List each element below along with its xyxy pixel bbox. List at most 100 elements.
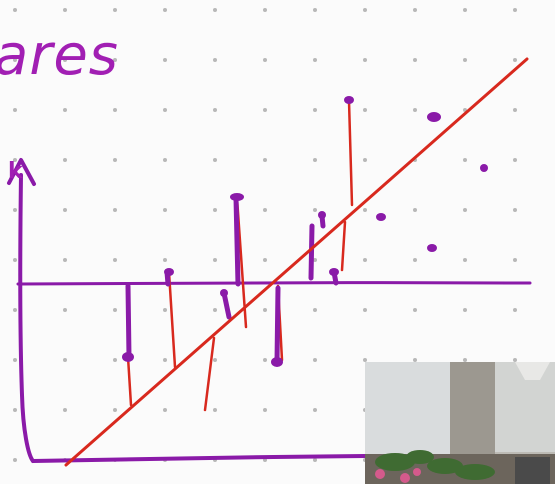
grid-dot bbox=[13, 308, 17, 312]
grid-dot bbox=[313, 408, 317, 412]
grid-dot bbox=[63, 158, 67, 162]
grid-dot bbox=[113, 208, 117, 212]
grid-dot bbox=[463, 58, 467, 62]
grid-dot bbox=[163, 158, 167, 162]
grid-dot bbox=[213, 258, 217, 262]
grid-dot bbox=[363, 8, 367, 12]
grid-dot bbox=[263, 8, 267, 12]
grid-dot bbox=[113, 308, 117, 312]
grid-dot bbox=[463, 208, 467, 212]
grid-dot bbox=[263, 308, 267, 312]
grid-dot bbox=[213, 8, 217, 12]
dot-grid bbox=[13, 8, 517, 462]
grid-dot bbox=[513, 158, 517, 162]
plant-leaves bbox=[375, 450, 495, 480]
grid-dot bbox=[13, 408, 17, 412]
grid-dot bbox=[363, 108, 367, 112]
grid-dot bbox=[313, 158, 317, 162]
grid-dot bbox=[63, 208, 67, 212]
grid-dot bbox=[313, 58, 317, 62]
grid-dot bbox=[63, 8, 67, 12]
grid-dot bbox=[113, 158, 117, 162]
grid-dot bbox=[363, 158, 367, 162]
flowers bbox=[375, 468, 421, 483]
grid-dot bbox=[63, 308, 67, 312]
grid-dot bbox=[263, 408, 267, 412]
grid-dot bbox=[513, 258, 517, 262]
webcam-feed-thumbnail bbox=[365, 362, 555, 484]
grid-dot bbox=[213, 58, 217, 62]
window-pane bbox=[365, 362, 450, 457]
grid-dot bbox=[263, 358, 267, 362]
mean-residuals bbox=[125, 195, 339, 365]
grid-dot bbox=[213, 108, 217, 112]
grid-dot bbox=[63, 58, 67, 62]
grid-dot bbox=[113, 258, 117, 262]
grid-dot bbox=[13, 108, 17, 112]
grid-dot bbox=[163, 108, 167, 112]
grid-dot bbox=[413, 208, 417, 212]
chair bbox=[515, 457, 550, 484]
grid-dot bbox=[213, 408, 217, 412]
grid-dot bbox=[263, 258, 267, 262]
grid-dot bbox=[13, 58, 17, 62]
grid-dot bbox=[313, 308, 317, 312]
grid-dot bbox=[163, 408, 167, 412]
grid-dot bbox=[363, 358, 367, 362]
grid-dot bbox=[313, 8, 317, 12]
y-axis-label: k bbox=[8, 159, 23, 184]
grid-dot bbox=[463, 358, 467, 362]
grid-dot bbox=[513, 308, 517, 312]
grid-dot bbox=[163, 308, 167, 312]
grid-dot bbox=[163, 358, 167, 362]
grid-dot bbox=[263, 158, 267, 162]
regression-residuals bbox=[126, 99, 354, 412]
grid-dot bbox=[313, 358, 317, 362]
grid-dot bbox=[13, 8, 17, 12]
handwritten-title-fragment: ares bbox=[0, 23, 119, 88]
grid-dot bbox=[63, 358, 67, 362]
grid-dot bbox=[263, 108, 267, 112]
grid-dot bbox=[313, 458, 317, 462]
grid-dot bbox=[413, 258, 417, 262]
grid-dot bbox=[513, 358, 517, 362]
grid-dot bbox=[463, 308, 467, 312]
grid-dot bbox=[163, 58, 167, 62]
grid-dot bbox=[163, 258, 167, 262]
grid-dot bbox=[213, 308, 217, 312]
grid-dot bbox=[63, 108, 67, 112]
grid-dot bbox=[213, 358, 217, 362]
ceiling-lamp bbox=[515, 362, 550, 380]
grid-dot bbox=[13, 358, 17, 362]
curtain bbox=[450, 362, 495, 462]
grid-dot bbox=[13, 258, 17, 262]
grid-dot bbox=[363, 208, 367, 212]
grid-dot bbox=[413, 358, 417, 362]
grid-dot bbox=[113, 58, 117, 62]
grid-dot bbox=[13, 158, 17, 162]
grid-dot bbox=[263, 208, 267, 212]
grid-dot bbox=[513, 8, 517, 12]
grid-dot bbox=[363, 258, 367, 262]
grid-dot bbox=[463, 158, 467, 162]
grid-dot bbox=[413, 8, 417, 12]
regression-line bbox=[64, 57, 529, 467]
grid-dot bbox=[113, 108, 117, 112]
grid-dot bbox=[463, 258, 467, 262]
grid-dot bbox=[263, 58, 267, 62]
grid-dot bbox=[313, 208, 317, 212]
grid-dot bbox=[413, 308, 417, 312]
grid-dot bbox=[413, 108, 417, 112]
grid-dot bbox=[363, 308, 367, 312]
grid-dot bbox=[13, 208, 17, 212]
grid-dot bbox=[63, 258, 67, 262]
grid-dot bbox=[63, 408, 67, 412]
mean-horizontal-line bbox=[16, 281, 532, 286]
grid-dot bbox=[513, 208, 517, 212]
grid-dot bbox=[513, 108, 517, 112]
data-points bbox=[122, 96, 488, 367]
grid-dot bbox=[363, 58, 367, 62]
grid-dot bbox=[313, 258, 317, 262]
